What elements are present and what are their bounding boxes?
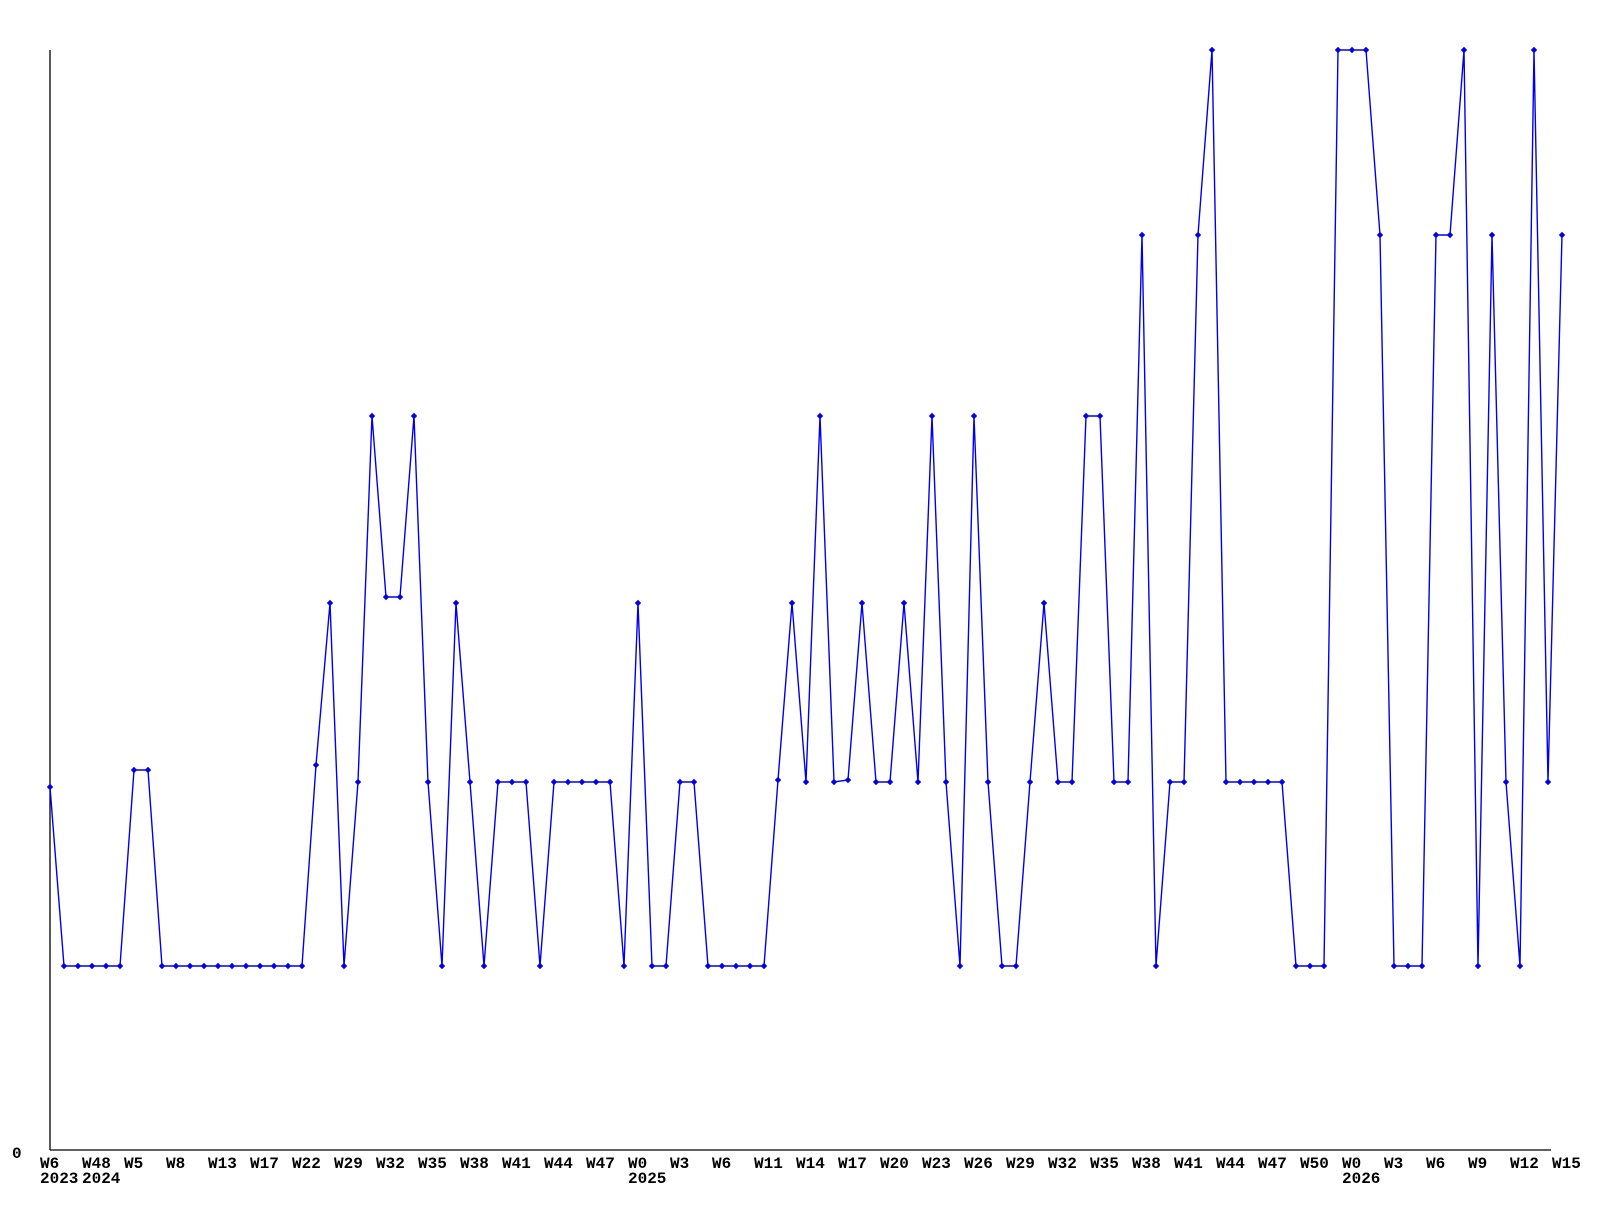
svg-text:W41: W41 <box>1174 1155 1203 1173</box>
svg-text:W8: W8 <box>166 1155 185 1173</box>
svg-text:W20: W20 <box>880 1155 909 1173</box>
svg-text:W47: W47 <box>1258 1155 1287 1173</box>
svg-text:W11: W11 <box>754 1155 783 1173</box>
svg-text:W6: W6 <box>1426 1155 1445 1173</box>
svg-text:W44: W44 <box>1216 1155 1245 1173</box>
svg-text:W50: W50 <box>1300 1155 1329 1173</box>
svg-text:W14: W14 <box>796 1155 825 1173</box>
svg-text:W6: W6 <box>712 1155 731 1173</box>
svg-text:W38: W38 <box>460 1155 489 1173</box>
svg-text:W26: W26 <box>964 1155 993 1173</box>
svg-text:W29: W29 <box>1006 1155 1035 1173</box>
svg-text:2025: 2025 <box>628 1170 666 1188</box>
svg-text:W32: W32 <box>376 1155 405 1173</box>
svg-text:W13: W13 <box>208 1155 237 1173</box>
svg-text:2026: 2026 <box>1342 1170 1380 1188</box>
svg-text:W47: W47 <box>586 1155 615 1173</box>
svg-text:W3: W3 <box>1384 1155 1403 1173</box>
svg-text:W3: W3 <box>670 1155 689 1173</box>
svg-text:W29: W29 <box>334 1155 363 1173</box>
svg-text:2023: 2023 <box>40 1170 78 1188</box>
svg-text:W17: W17 <box>250 1155 279 1173</box>
svg-text:0: 0 <box>12 1145 22 1163</box>
svg-text:W38: W38 <box>1132 1155 1161 1173</box>
svg-text:W35: W35 <box>1090 1155 1119 1173</box>
svg-text:W44: W44 <box>544 1155 573 1173</box>
svg-text:W5: W5 <box>124 1155 143 1173</box>
svg-text:W41: W41 <box>502 1155 531 1173</box>
svg-text:W15: W15 <box>1552 1155 1581 1173</box>
svg-text:2024: 2024 <box>82 1170 121 1188</box>
svg-text:W17: W17 <box>838 1155 867 1173</box>
svg-text:W22: W22 <box>292 1155 321 1173</box>
svg-text:W23: W23 <box>922 1155 951 1173</box>
svg-text:W12: W12 <box>1510 1155 1539 1173</box>
svg-text:W32: W32 <box>1048 1155 1077 1173</box>
svg-text:W9: W9 <box>1468 1155 1487 1173</box>
svg-text:W35: W35 <box>418 1155 447 1173</box>
